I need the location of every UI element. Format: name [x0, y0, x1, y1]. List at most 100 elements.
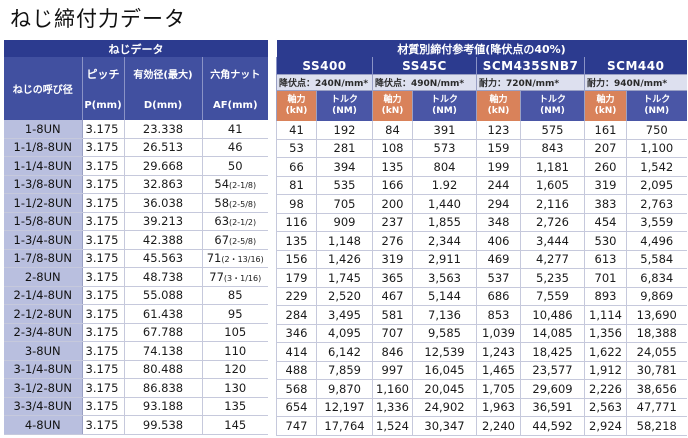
- table-row: 229 2,520 467 5,144 686 7,559 893 9,869: [276, 287, 687, 306]
- pitch-cell: 3.175: [81, 378, 124, 398]
- torque-cell: 1,100: [625, 139, 687, 158]
- hex-nut-cell: 105: [201, 323, 268, 342]
- nominal-size-cell: 2-8UN: [4, 267, 83, 287]
- effective-diameter-cell: 80.488: [123, 360, 202, 379]
- axial-force-header: 軸力 (kN): [584, 90, 627, 121]
- axial-force-cell: 41: [276, 121, 317, 140]
- effective-diameter-cell: 67.788: [123, 323, 202, 342]
- torque-cell: 29,609: [520, 379, 585, 399]
- torque-cell: 391: [412, 121, 477, 140]
- axial-force-cell: 116: [276, 213, 317, 232]
- torque-cell: 1,855: [412, 213, 477, 232]
- effective-diameter-header: 有効径(最大): [123, 57, 202, 90]
- nominal-size-cell: 1-3/8-8UN: [4, 175, 83, 194]
- nominal-size-cell: 2-1/2-8UN: [4, 304, 83, 324]
- table-row: 1-1/4-8UN 3.175 29.668 50: [4, 156, 268, 176]
- torque-cell: 24,055: [625, 342, 687, 362]
- torque-cell: 2,344: [412, 231, 477, 251]
- axial-force-cell: 537: [476, 268, 521, 288]
- table-row: 654 12,197 1,336 24,902 1,963 36,591 2,563 47,7…: [276, 398, 687, 417]
- table-row: 156 1,426 319 2,911 469 4,277 613 5,584: [276, 250, 687, 269]
- yield-scm435snb7: 耐力：720N/mm*: [476, 74, 585, 91]
- axial-force-cell: 123: [476, 121, 521, 140]
- torque-cell: 18,388: [625, 324, 687, 343]
- nominal-size-cell: 1-1/4-8UN: [4, 156, 83, 176]
- effective-diameter-unit: D(mm): [123, 90, 202, 120]
- material-group-header: 材質別締付参考値(降伏点の40%): [276, 40, 687, 57]
- axial-force-cell: 156: [276, 250, 317, 269]
- axial-force-cell: 108: [372, 139, 413, 158]
- torque-cell: 4,496: [625, 231, 687, 251]
- table-row: 116 909 237 1,855 348 2,726 454 3,559: [276, 213, 687, 232]
- axial-force-cell: 581: [372, 305, 413, 325]
- axial-force-cell: 701: [584, 268, 627, 288]
- axial-force-cell: 2,563: [584, 398, 627, 417]
- axial-force-cell: 237: [372, 213, 413, 232]
- hex-nut-cell: 110: [201, 341, 268, 361]
- table-row: 747 17,764 1,524 30,347 2,240 44,592 2,924 58,2…: [276, 416, 687, 436]
- torque-cell: 705: [316, 194, 373, 214]
- table-row: 1-3/8-8UN 3.175 32.863 54(2-1/8): [4, 175, 268, 194]
- torque-cell: 2,911: [412, 250, 477, 269]
- axial-force-cell: 161: [584, 121, 627, 140]
- torque-cell: 1,605: [520, 176, 585, 195]
- pitch-cell: 3.175: [81, 212, 124, 231]
- torque-cell: 16,045: [412, 361, 477, 380]
- torque-cell: 1.92: [412, 176, 477, 195]
- torque-cell: 5,235: [520, 268, 585, 288]
- table-row: 1-1/2-8UN 3.175 36.038 58(2-5/8): [4, 193, 268, 213]
- table-row: 284 3,495 581 7,136 853 10,486 1,114 13,690: [276, 305, 687, 325]
- axial-force-cell: 1,912: [584, 361, 627, 380]
- axial-force-cell: 319: [372, 250, 413, 269]
- torque-cell: 1,426: [316, 250, 373, 269]
- table-row: 66 394 135 804 199 1,181 260 1,542: [276, 157, 687, 177]
- table-row: 488 7,859 997 16,045 1,465 23,577 1,912 30,781: [276, 361, 687, 380]
- axial-force-cell: 207: [584, 139, 627, 158]
- yield-ss400: 降伏点：240N/mm*: [276, 74, 373, 91]
- torque-cell: 573: [412, 139, 477, 158]
- axial-force-cell: 488: [276, 361, 317, 380]
- axial-force-cell: 707: [372, 324, 413, 343]
- table-row: 81 535 166 1.92 244 1,605 319 2,095: [276, 176, 687, 195]
- torque-cell: 2,726: [520, 213, 585, 232]
- hex-nut-cell: 54(2-1/8): [201, 175, 268, 194]
- effective-diameter-cell: 23.338: [123, 120, 202, 139]
- torque-cell: 394: [316, 157, 373, 177]
- torque-cell: 17,764: [316, 416, 373, 436]
- torque-cell: 804: [412, 157, 477, 177]
- axial-force-cell: 747: [276, 416, 317, 436]
- axial-force-cell: 853: [476, 305, 521, 325]
- axial-force-cell: 276: [372, 231, 413, 251]
- torque-cell: 12,197: [316, 398, 373, 417]
- pitch-cell: 3.175: [81, 193, 124, 213]
- table-row: 1-5/8-8UN 3.175 39.213 63(2-1/2): [4, 212, 268, 231]
- torque-cell: 14,085: [520, 324, 585, 343]
- axial-force-cell: 135: [276, 231, 317, 251]
- torque-cell: 3,444: [520, 231, 585, 251]
- axial-force-cell: 98: [276, 194, 317, 214]
- torque-cell: 9,585: [412, 324, 477, 343]
- axial-force-cell: 1,160: [372, 379, 413, 399]
- pitch-cell: 3.175: [81, 397, 124, 416]
- table-row: 53 281 108 573 159 843 207 1,100: [276, 139, 687, 158]
- pitch-cell: 3.175: [81, 138, 124, 157]
- torque-cell: 10,486: [520, 305, 585, 325]
- axial-force-cell: 365: [372, 268, 413, 288]
- axial-force-cell: 1,336: [372, 398, 413, 417]
- axial-force-header: 軸力 (kN): [476, 90, 521, 121]
- table-row: 2-1/2-8UN 3.175 61.438 95: [4, 304, 268, 324]
- hex-nut-header: 六角ナット: [201, 57, 268, 90]
- axial-force-cell: 53: [276, 139, 317, 158]
- effective-diameter-cell: 74.138: [123, 341, 202, 361]
- torque-cell: 58,218: [625, 416, 687, 436]
- torque-cell: 18,425: [520, 342, 585, 362]
- pitch-cell: 3.175: [81, 304, 124, 324]
- effective-diameter-cell: 42.388: [123, 230, 202, 250]
- pitch-cell: 3.175: [81, 341, 124, 361]
- torque-cell: 2,116: [520, 194, 585, 214]
- yield-scm440: 耐力：940N/mm*: [583, 74, 687, 91]
- table-row: 2-1/4-8UN 3.175 55.088 85: [4, 286, 268, 305]
- torque-header: トルク (NM): [520, 90, 585, 121]
- nominal-size-cell: 1-5/8-8UN: [4, 212, 83, 231]
- torque-cell: 23,577: [520, 361, 585, 380]
